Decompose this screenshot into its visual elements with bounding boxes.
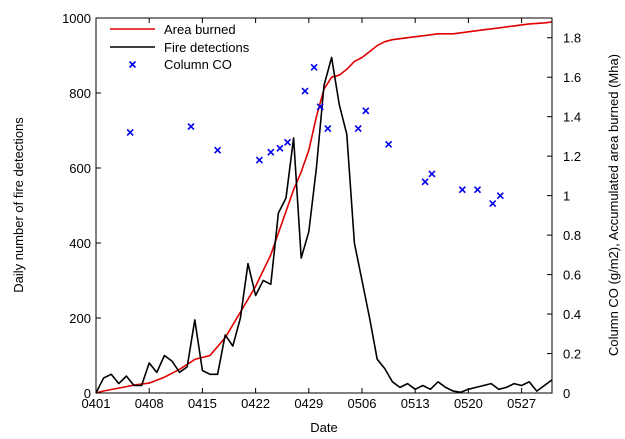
- x-tick-label: 0527: [507, 396, 536, 411]
- co-point: [421, 178, 429, 186]
- co-point: [385, 140, 393, 148]
- y-right-tick-label: 1.8: [563, 31, 581, 46]
- co-point: [324, 124, 332, 133]
- co-point: [187, 122, 195, 131]
- y-left-tick-label: 0: [84, 386, 91, 401]
- y-left-tick-label: 400: [69, 236, 91, 251]
- x-tick-label: 0415: [188, 396, 217, 411]
- co-point: [255, 156, 263, 164]
- series-line-fire-detections: [95, 56, 553, 394]
- co-point: [489, 199, 497, 208]
- x-tick-label: 0520: [454, 396, 483, 411]
- co-point: [126, 128, 134, 137]
- series-line-area-burned: [95, 21, 553, 394]
- co-point: [473, 186, 482, 194]
- y-left-tick-label: 1000: [62, 11, 91, 26]
- x-axis-label: Date: [310, 420, 337, 435]
- y-left-tick-label: 200: [69, 311, 91, 326]
- y-left-tick-label: 800: [69, 86, 91, 101]
- plot-background: [96, 18, 552, 393]
- co-point: [362, 107, 370, 115]
- plot-frame: [95, 17, 553, 394]
- y-right-tick-label: 0.2: [563, 347, 581, 362]
- co-point: [354, 124, 362, 133]
- co-point: [496, 192, 504, 200]
- legend-column-co-label: Column CO: [164, 57, 232, 72]
- y-right-tick-label: 1.2: [563, 149, 581, 164]
- y-right-tick-label: 1.4: [563, 110, 581, 125]
- co-point: [283, 138, 292, 146]
- legend-column-co-marker: [128, 60, 137, 69]
- co-point: [301, 87, 309, 95]
- co-point: [267, 148, 275, 156]
- y-right-tick-label: 1: [563, 189, 570, 204]
- y-right-tick-label: 0.6: [563, 268, 581, 283]
- x-tick-label: 0408: [135, 396, 164, 411]
- y-axis-left-label: Daily number of fire detections: [11, 117, 26, 293]
- co-point: [316, 103, 324, 111]
- y-right-tick-label: 0.8: [563, 228, 581, 243]
- co-point: [310, 63, 318, 71]
- co-point: [276, 144, 284, 152]
- y-axis-right-label: Column CO (g/m2), Accumulated area burne…: [606, 54, 621, 356]
- y-right-tick-label: 0.4: [563, 307, 581, 322]
- legend-fire-detections-label: Fire detections: [164, 40, 250, 55]
- co-point: [428, 170, 436, 178]
- x-tick-label: 0513: [401, 396, 430, 411]
- co-point: [214, 146, 222, 154]
- tick-labels: 0401 0408 0415 0422 0429 0506 0513 0520 0527 0 200…: [62, 11, 581, 411]
- x-tick-label: 0422: [241, 396, 270, 411]
- x-tick-label: 0506: [348, 396, 377, 411]
- y-right-tick-label: 1.6: [563, 70, 581, 85]
- co-point: [458, 186, 466, 194]
- x-tick-label: 0401: [82, 396, 111, 411]
- y-left-tick-label: 600: [69, 161, 91, 176]
- x-tick-label: 0429: [294, 396, 323, 411]
- y-right-tick-label: 0: [563, 386, 570, 401]
- legend: Area burned Fire detections Column CO: [110, 22, 250, 72]
- series-layer: [95, 21, 553, 394]
- legend-area-burned-label: Area burned: [164, 22, 236, 37]
